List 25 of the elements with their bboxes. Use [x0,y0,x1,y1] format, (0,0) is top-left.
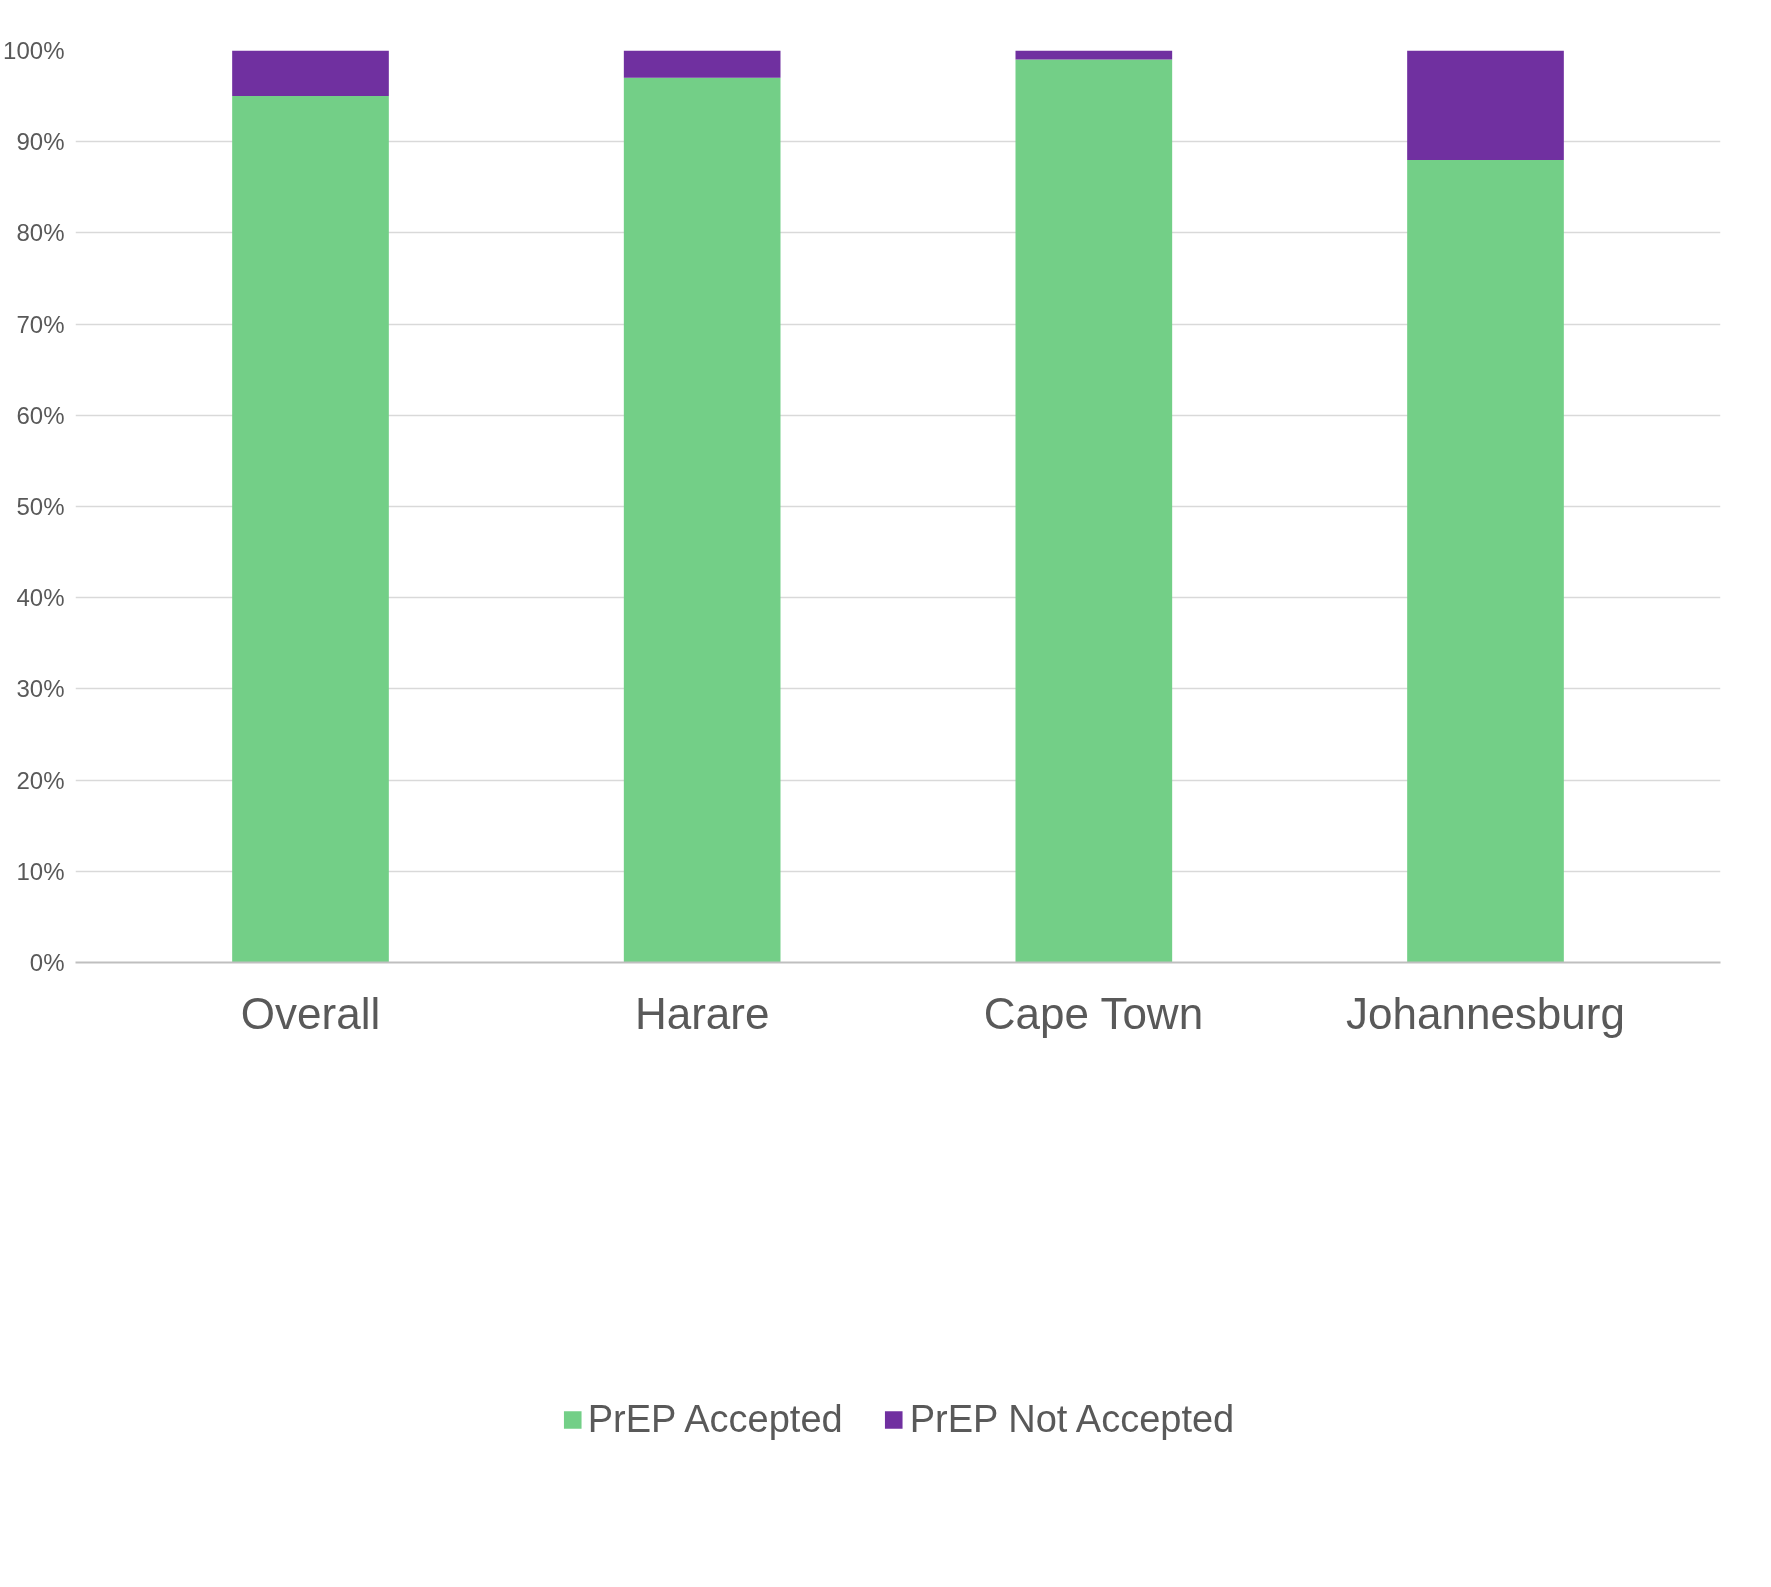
y-tick-label: 60% [16,401,65,429]
y-tick-label: 20% [16,766,65,794]
x-tick-label: Cape Town [983,988,1204,1038]
bar [1015,50,1173,60]
y-tick-label: 0% [29,949,65,976]
bar [623,77,781,963]
x-tick-label: Overall [240,988,381,1038]
legend-label: PrEP Accepted [587,1397,843,1441]
y-tick-label: 50% [16,493,65,520]
y-tick-label: 100% [3,37,65,64]
bar [1407,50,1564,160]
y-tick-label: 40% [16,584,65,612]
legend-label: PrEP Not Accepted [909,1397,1235,1441]
y-tick-label: 90% [16,128,65,156]
bar [1015,59,1173,963]
x-tick-label: Johannesburg [1346,988,1625,1038]
bar [232,96,389,963]
y-tick-label: 10% [16,857,65,885]
y-tick-label: 30% [16,675,65,703]
bar [623,50,781,78]
y-tick-label: 80% [16,219,65,247]
bar [232,50,389,97]
bar [1407,159,1564,963]
y-tick-label: 70% [16,310,65,338]
x-tick-label: Harare [634,988,770,1038]
